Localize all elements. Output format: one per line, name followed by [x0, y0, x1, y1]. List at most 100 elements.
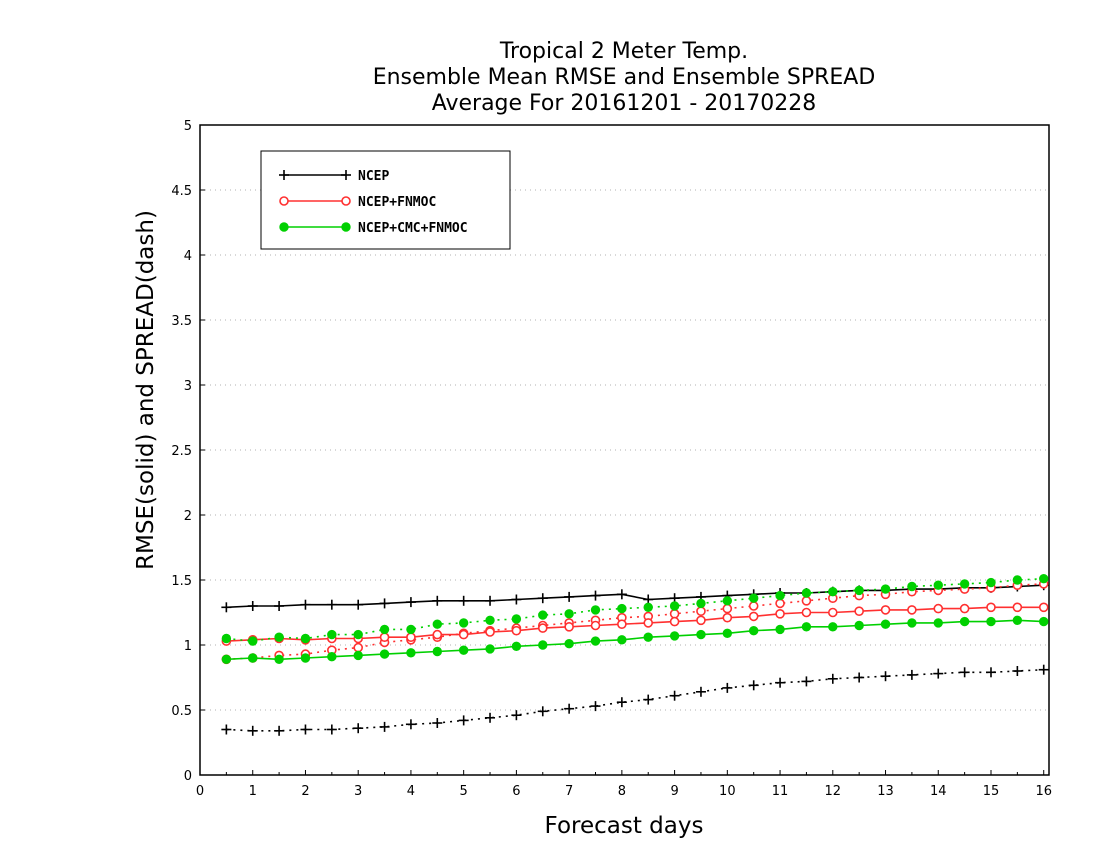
- point-ncep-cmc-fnmoc-spread-6: [379, 624, 390, 635]
- legend: NCEP NCEP+FNMOC NCEP+CMC+FNMOC: [260, 150, 511, 250]
- point-ncep-fnmoc-rmse-22: [801, 607, 812, 618]
- point-ncep-cmc-fnmoc-spread-23: [828, 587, 838, 597]
- y-tick-label-5: 5: [184, 119, 192, 134]
- y-axis-title: RMSE(solid) and SPREAD(dash): [133, 210, 159, 570]
- point-ncep-cmc-fnmoc-spread-8: [432, 619, 442, 629]
- point-ncep-spread-18: [695, 686, 706, 697]
- point-ncep-spread-10: [485, 712, 496, 723]
- point-ncep-fnmoc-rmse-17: [669, 616, 680, 627]
- point-ncep-spread-22: [801, 676, 812, 687]
- point-ncep-spread-29: [985, 667, 996, 678]
- x-tick-label-11: 11: [772, 784, 789, 799]
- series-ncep-cmc-fnmoc-spread-points: [221, 574, 1049, 646]
- point-ncep-cmc-fnmoc-spread-20: [748, 593, 759, 603]
- point-ncep-fnmoc-spread-18: [696, 606, 706, 617]
- point-ncep-rmse-12: [537, 593, 548, 604]
- chart-title: Tropical 2 Meter Temp. Ensemble Mean RMS…: [373, 39, 876, 116]
- point-ncep-cmc-fnmoc-rmse-22: [801, 622, 812, 632]
- point-ncep-cmc-fnmoc-rmse-11: [511, 641, 522, 651]
- point-ncep-cmc-fnmoc-spread-12: [538, 610, 548, 620]
- point-ncep-spread-14: [590, 701, 601, 712]
- point-ncep-cmc-fnmoc-rmse-6: [379, 649, 390, 659]
- point-ncep-fnmoc-rmse-30: [1012, 602, 1023, 613]
- point-ncep-fnmoc-rmse-14: [590, 620, 601, 631]
- point-ncep-spread-19: [722, 682, 733, 693]
- title-line-1: Tropical 2 Meter Temp.: [499, 39, 748, 64]
- series-ncep-cmc-fnmoc-rmse-points: [221, 615, 1049, 664]
- point-ncep-cmc-fnmoc-spread-5: [353, 629, 363, 640]
- point-ncep-spread-12: [537, 706, 548, 717]
- point-ncep-rmse-10: [485, 595, 496, 606]
- point-ncep-rmse-7: [405, 597, 416, 608]
- point-ncep-cmc-fnmoc-spread-29: [986, 577, 996, 588]
- point-ncep-rmse-2: [274, 601, 285, 611]
- y-tick-label-4.5: 4.5: [171, 184, 192, 199]
- point-ncep-cmc-fnmoc-spread-19: [722, 596, 733, 606]
- point-ncep-fnmoc-rmse-11: [511, 625, 522, 636]
- point-ncep-cmc-fnmoc-spread-22: [801, 588, 812, 598]
- y-tick-label-0: 0: [184, 769, 192, 784]
- point-ncep-cmc-fnmoc-spread-14: [590, 605, 601, 615]
- point-ncep-rmse-13: [564, 591, 575, 602]
- point-ncep-fnmoc-rmse-21: [775, 608, 785, 619]
- point-ncep-spread-9: [458, 715, 469, 726]
- point-ncep-spread-6: [379, 721, 390, 732]
- point-ncep-cmc-fnmoc-spread-9: [458, 618, 469, 628]
- point-ncep-rmse-11: [511, 594, 522, 605]
- point-ncep-cmc-fnmoc-rmse-27: [933, 618, 943, 628]
- point-ncep-cmc-fnmoc-rmse-13: [564, 639, 574, 649]
- point-ncep-cmc-fnmoc-rmse-24: [854, 620, 864, 631]
- point-ncep-cmc-fnmoc-rmse-18: [696, 629, 706, 640]
- point-ncep-cmc-fnmoc-rmse-28: [959, 616, 970, 627]
- point-ncep-fnmoc-spread-22: [801, 595, 812, 606]
- point-ncep-fnmoc-rmse-28: [959, 603, 970, 614]
- point-ncep-rmse-0: [221, 602, 232, 613]
- point-ncep-cmc-fnmoc-rmse-7: [406, 648, 416, 658]
- point-ncep-cmc-fnmoc-rmse-2: [274, 654, 284, 664]
- point-ncep-rmse-1: [247, 601, 258, 611]
- point-ncep-cmc-fnmoc-rmse-20: [748, 626, 759, 636]
- point-ncep-cmc-fnmoc-rmse-4: [327, 652, 337, 662]
- point-ncep-cmc-fnmoc-rmse-3: [300, 653, 311, 663]
- point-ncep-fnmoc-spread-19: [722, 603, 733, 614]
- point-ncep-cmc-fnmoc-spread-30: [1012, 575, 1023, 585]
- legend-entry-ncep-fnmoc: NCEP+FNMOC: [279, 195, 436, 210]
- point-ncep-fnmoc-rmse-31: [1038, 602, 1049, 613]
- point-ncep-cmc-fnmoc-rmse-1: [248, 653, 258, 663]
- point-ncep-spread-17: [669, 690, 680, 701]
- point-ncep-spread-0: [221, 724, 232, 735]
- title-line-3: Average For 20161201 - 20170228: [432, 91, 817, 116]
- point-ncep-spread-4: [326, 724, 337, 735]
- x-tick-label-7: 7: [565, 784, 573, 799]
- x-tick-label-16: 16: [1035, 784, 1052, 799]
- series-ncep-fnmoc-rmse-line: [226, 606, 1044, 642]
- point-ncep-spread-21: [775, 677, 786, 688]
- x-tick-label-1: 1: [249, 784, 257, 799]
- point-ncep-cmc-fnmoc-spread-0: [221, 633, 232, 644]
- point-ncep-spread-30: [1012, 666, 1023, 676]
- point-ncep-cmc-fnmoc-spread-2: [274, 632, 284, 642]
- point-ncep-spread-25: [880, 671, 891, 682]
- point-ncep-fnmoc-rmse-6: [379, 632, 390, 643]
- x-tick-label-10: 10: [719, 784, 736, 799]
- series-ncep-spread-points: [221, 664, 1049, 736]
- point-ncep-rmse-9: [458, 595, 469, 606]
- point-ncep-cmc-fnmoc-rmse-16: [643, 632, 653, 642]
- point-ncep-cmc-fnmoc-spread-16: [643, 602, 653, 612]
- y-tick-label-1: 1: [184, 639, 192, 654]
- point-ncep-spread-2: [274, 725, 285, 736]
- point-ncep-spread-1: [247, 725, 258, 736]
- series-ncep-fnmoc-spread-points: [221, 579, 1049, 665]
- point-ncep-fnmoc-rmse-20: [748, 611, 759, 622]
- point-ncep-cmc-fnmoc-spread-15: [617, 603, 627, 614]
- series-ncep-rmse-line: [226, 584, 1044, 609]
- point-ncep-fnmoc-rmse-25: [880, 605, 891, 615]
- point-ncep-cmc-fnmoc-spread-28: [959, 579, 970, 589]
- point-ncep-spread-7: [405, 719, 416, 730]
- legend-label-ncep-cmc-fnmoc: NCEP+CMC+FNMOC: [358, 221, 468, 236]
- x-tick-label-5: 5: [460, 784, 468, 799]
- x-tick-label-8: 8: [618, 784, 626, 799]
- legend-marker-start-ncep-cmc-fnmoc: [279, 222, 289, 232]
- point-ncep-cmc-fnmoc-spread-11: [511, 614, 522, 624]
- point-ncep-spread-11: [511, 710, 522, 721]
